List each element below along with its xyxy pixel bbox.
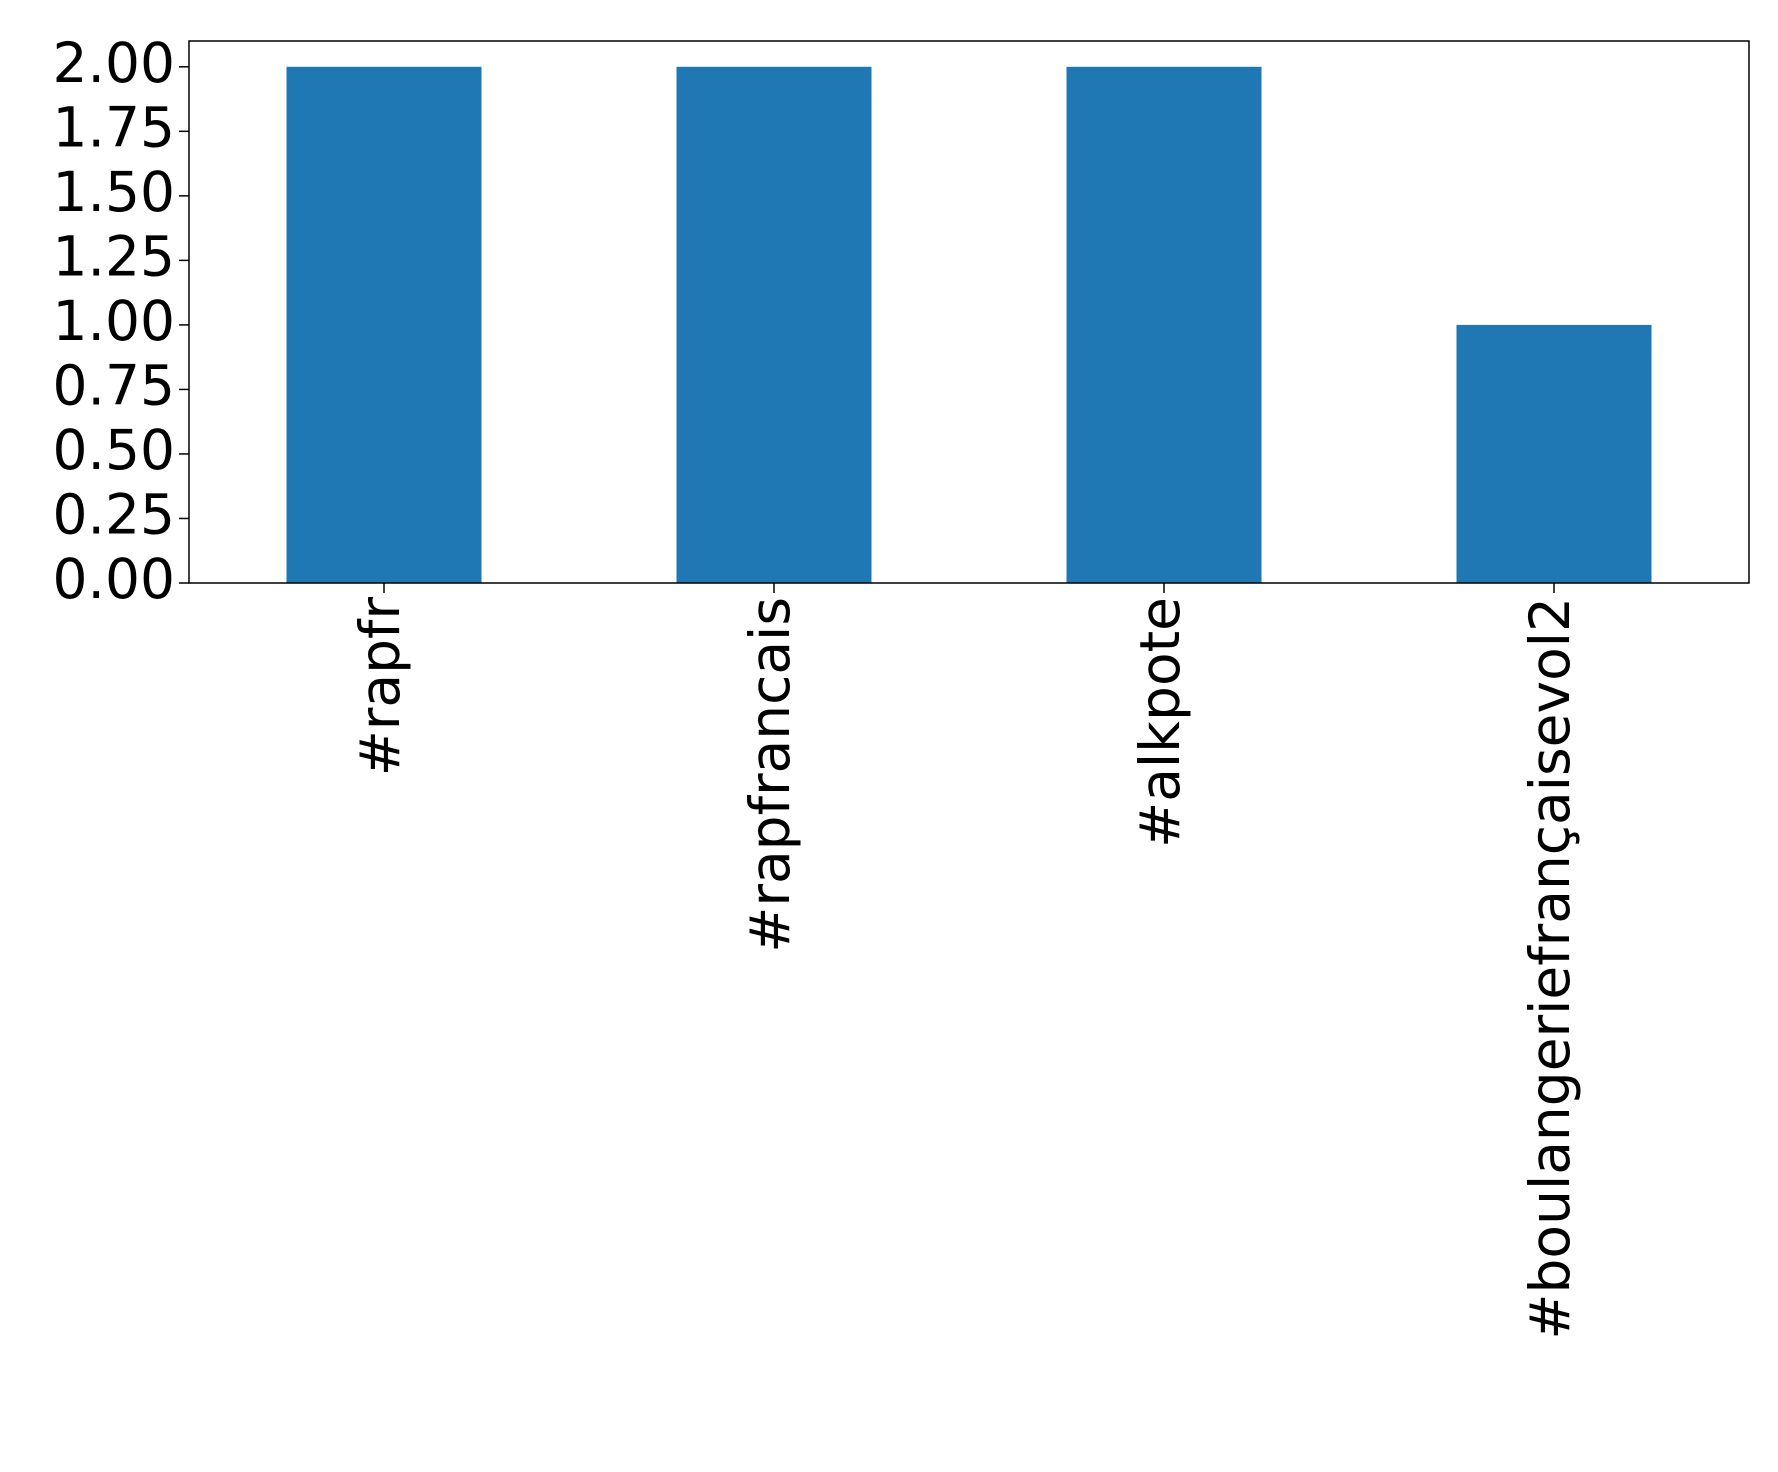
x-tick-label: #rapfr [348,597,412,777]
y-tick-label: 0.00 [53,547,175,611]
bar [676,66,872,584]
bar [1066,66,1262,584]
y-tick-label: 0.25 [53,483,175,547]
bar [286,66,482,584]
y-tick-label: 1.25 [53,225,175,289]
y-tick-label: 1.50 [53,160,175,224]
y-tick-label: 0.50 [53,418,175,482]
bar [1456,324,1652,583]
y-tick-label: 0.75 [53,354,175,418]
plot-frame [188,40,1750,584]
x-tick-label: #alkpote [1128,597,1192,848]
y-tick-label: 1.75 [53,95,175,159]
x-tick-label: #boulangeriefrançaisevol2 [1518,597,1582,1340]
x-tick-label: #rapfrancais [738,597,802,953]
y-tick-label: 1.00 [53,289,175,353]
y-tick-label: 2.00 [53,31,175,95]
